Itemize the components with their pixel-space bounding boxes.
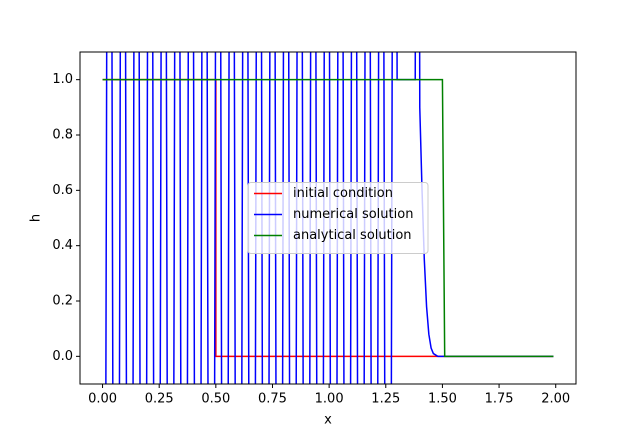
y-tick-label: 0.8 [52, 128, 73, 143]
x-tick-label: 0.75 [258, 392, 287, 407]
x-tick-label: 1.50 [428, 392, 457, 407]
x-tick-label: 0.00 [88, 392, 117, 407]
legend-label: analytical solution [293, 228, 412, 243]
legend-label: initial condition [293, 186, 393, 201]
y-tick-label: 0.4 [52, 238, 73, 253]
x-tick-label: 2.00 [541, 392, 570, 407]
y-tick-label: 0.0 [52, 349, 73, 364]
series-line [105, 52, 554, 384]
x-tick-label: 1.00 [315, 392, 344, 407]
plot-area [102, 52, 554, 384]
x-axis-label: x [324, 413, 332, 428]
x-tick-label: 0.25 [145, 392, 174, 407]
y-tick-label: 1.0 [52, 72, 73, 87]
axes-frame [79, 51, 577, 385]
y-axis-label: h [29, 214, 44, 222]
series-line [102, 78, 554, 358]
x-tick-label: 1.25 [371, 392, 400, 407]
y-tick-label: 0.6 [52, 183, 73, 198]
legend-box [247, 182, 429, 254]
x-tick-label: 0.50 [201, 392, 230, 407]
x-tick-label: 1.75 [485, 392, 514, 407]
legend-label: numerical solution [293, 207, 413, 222]
y-tick-label: 0.2 [52, 294, 73, 309]
